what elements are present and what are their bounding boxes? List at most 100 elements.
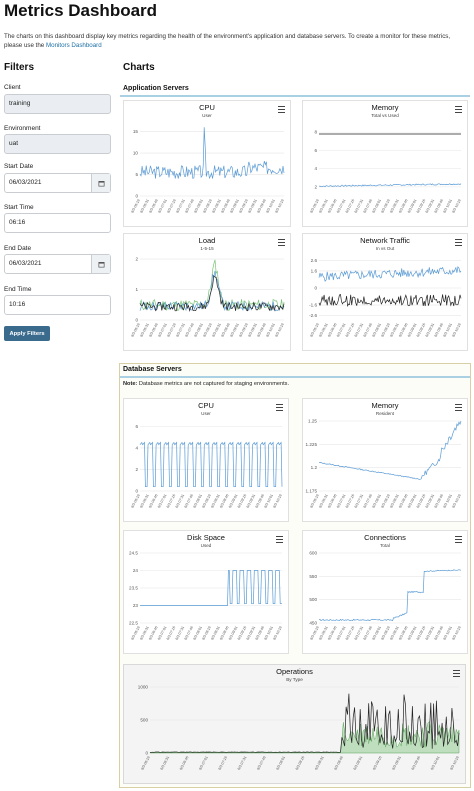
end-date-label: End Date	[4, 245, 32, 252]
chart-title: Memory	[371, 401, 399, 410]
chart-title: Disk Space	[187, 533, 225, 542]
x-tick-label: 6/3 08:46	[220, 199, 231, 214]
x-tick-label: 6/3 07:31	[354, 323, 365, 338]
series-line	[140, 570, 282, 606]
hamburger-menu-icon[interactable]	[455, 536, 462, 543]
y-tick-label: 1.6	[311, 268, 318, 273]
db-operations-chart: Operations By Type 0 500 1000 6/3 06:16 6/3 06…	[123, 664, 466, 784]
series-line	[318, 266, 462, 282]
x-tick-label: 6/3 08:01	[371, 323, 382, 338]
chart-subtitle: Used	[200, 543, 212, 548]
x-tick-label: 6/3 07:16	[345, 494, 356, 509]
x-tick-label: 6/3 09:46	[434, 626, 445, 641]
y-tick-label: 23.5	[129, 586, 138, 591]
series-area	[149, 721, 460, 754]
chart-title: Memory	[371, 103, 399, 112]
y-tick-label: 1000	[138, 685, 149, 690]
db-servers-divider	[120, 376, 470, 378]
x-tick-label: 6/3 09:16	[416, 494, 427, 509]
start-date-label: Start Date	[4, 163, 34, 170]
filters-heading: Filters	[4, 62, 35, 73]
environment-field[interactable]: uat	[4, 134, 111, 154]
end-date-field[interactable]: 06/03/2021	[4, 254, 111, 274]
start-time-field[interactable]: 06:16	[4, 213, 111, 233]
db-servers-title: Database Servers	[123, 366, 182, 373]
y-tick-label: 0	[314, 286, 317, 291]
x-tick-label: 6/3 09:16	[237, 626, 248, 641]
series-line	[318, 420, 462, 480]
x-tick-label: 6/3 06:31	[139, 494, 150, 509]
chart-plot: 0 500 1000 6/3 06:16 6/3 06:31 6/3 06:46 6/3 0…	[138, 685, 460, 771]
x-tick-label: 6/3 10:01	[442, 626, 453, 641]
x-tick-label: 6/3 10:01	[265, 199, 276, 214]
calendar-icon[interactable]	[91, 174, 110, 192]
hamburger-menu-icon[interactable]	[278, 239, 285, 246]
y-tick-label: 0	[145, 751, 148, 756]
x-tick-label: 6/3 08:01	[192, 626, 203, 641]
x-tick-label: 6/3 06:46	[179, 756, 190, 771]
x-tick-label: 6/3 07:01	[157, 626, 168, 641]
x-tick-label: 6/3 08:16	[380, 494, 391, 509]
hamburger-menu-icon[interactable]	[276, 536, 283, 543]
y-tick-label: 2	[314, 184, 317, 189]
hamburger-menu-icon[interactable]	[455, 106, 462, 113]
x-tick-label: 6/3 07:16	[166, 199, 177, 214]
end-time-field[interactable]: 10:16	[4, 295, 111, 315]
monitors-dashboard-link[interactable]: Monitors Dashboard	[45, 42, 102, 49]
x-tick-label: 6/3 09:31	[246, 626, 257, 641]
x-tick-label: 6/3 07:46	[184, 626, 195, 641]
x-tick-label: 6/3 07:46	[363, 626, 374, 641]
x-tick-label: 6/3 10:01	[430, 756, 441, 771]
y-tick-label: 23	[133, 603, 139, 608]
y-tick-label: -1.6	[309, 303, 317, 308]
app-memory-chart: Memory Total vs Used 2 4 6 8 6/3 06:16 6/3 06:3…	[302, 100, 468, 227]
x-tick-label: 6/3 06:16	[130, 494, 141, 509]
chart-title: CPU	[198, 401, 214, 410]
x-tick-label: 6/3 09:16	[416, 199, 427, 214]
y-tick-label: 0	[135, 194, 138, 199]
x-tick-label: 6/3 07:16	[345, 626, 356, 641]
calendar-icon[interactable]	[91, 255, 110, 273]
x-tick-label: 6/3 08:16	[202, 323, 213, 338]
hamburger-menu-icon[interactable]	[453, 670, 460, 677]
hamburger-menu-icon[interactable]	[276, 404, 283, 411]
x-tick-label: 6/3 08:16	[380, 199, 391, 214]
x-tick-label: 6/3 08:46	[220, 323, 231, 338]
y-tick-label: 6	[135, 424, 138, 429]
x-tick-label: 6/3 10:01	[263, 494, 274, 509]
client-field[interactable]: training	[4, 94, 111, 114]
x-tick-label: 6/3 07:31	[237, 756, 248, 771]
series-line	[139, 127, 285, 180]
x-tick-label: 6/3 06:16	[309, 626, 320, 641]
x-tick-label: 6/3 08:16	[201, 626, 212, 641]
chart-subtitle: 1-5-15	[200, 246, 214, 251]
x-tick-label: 6/3 07:01	[157, 199, 168, 214]
x-tick-label: 6/3 09:16	[237, 494, 248, 509]
apply-filters-button[interactable]: Apply Filters	[4, 326, 50, 341]
x-tick-label: 6/3 07:16	[166, 323, 177, 338]
x-tick-label: 6/3 07:31	[354, 494, 365, 509]
hamburger-menu-icon[interactable]	[455, 404, 462, 411]
hamburger-menu-icon[interactable]	[278, 106, 285, 113]
x-tick-label: 6/3 07:46	[363, 323, 374, 338]
series-line	[150, 693, 460, 753]
y-tick-label: 500	[140, 718, 148, 723]
x-tick-label: 6/3 09:01	[407, 626, 418, 641]
db-cpu-chart: CPU User 0 2 4 6 6/3 06:16 6/3 06:31 6/3 06:46 6/…	[123, 398, 289, 522]
x-tick-label: 6/3 09:01	[407, 199, 418, 214]
start-date-field[interactable]: 06/03/2021	[4, 173, 111, 193]
x-tick-label: 6/3 08:31	[210, 494, 221, 509]
x-tick-label: 6/3 08:31	[389, 323, 400, 338]
x-tick-label: 6/3 06:31	[318, 626, 329, 641]
y-tick-label: 24	[133, 568, 139, 573]
x-tick-label: 6/3 07:31	[175, 199, 186, 214]
x-tick-label: 6/3 06:16	[309, 199, 320, 214]
x-tick-label: 6/3 07:31	[175, 323, 186, 338]
x-tick-label: 6/3 08:31	[389, 199, 400, 214]
x-tick-label: 6/3 08:46	[398, 323, 409, 338]
x-tick-label: 6/3 08:01	[192, 494, 203, 509]
series-line	[318, 183, 462, 188]
hamburger-menu-icon[interactable]	[455, 239, 462, 246]
x-tick-label: 6/3 09:01	[229, 323, 240, 338]
